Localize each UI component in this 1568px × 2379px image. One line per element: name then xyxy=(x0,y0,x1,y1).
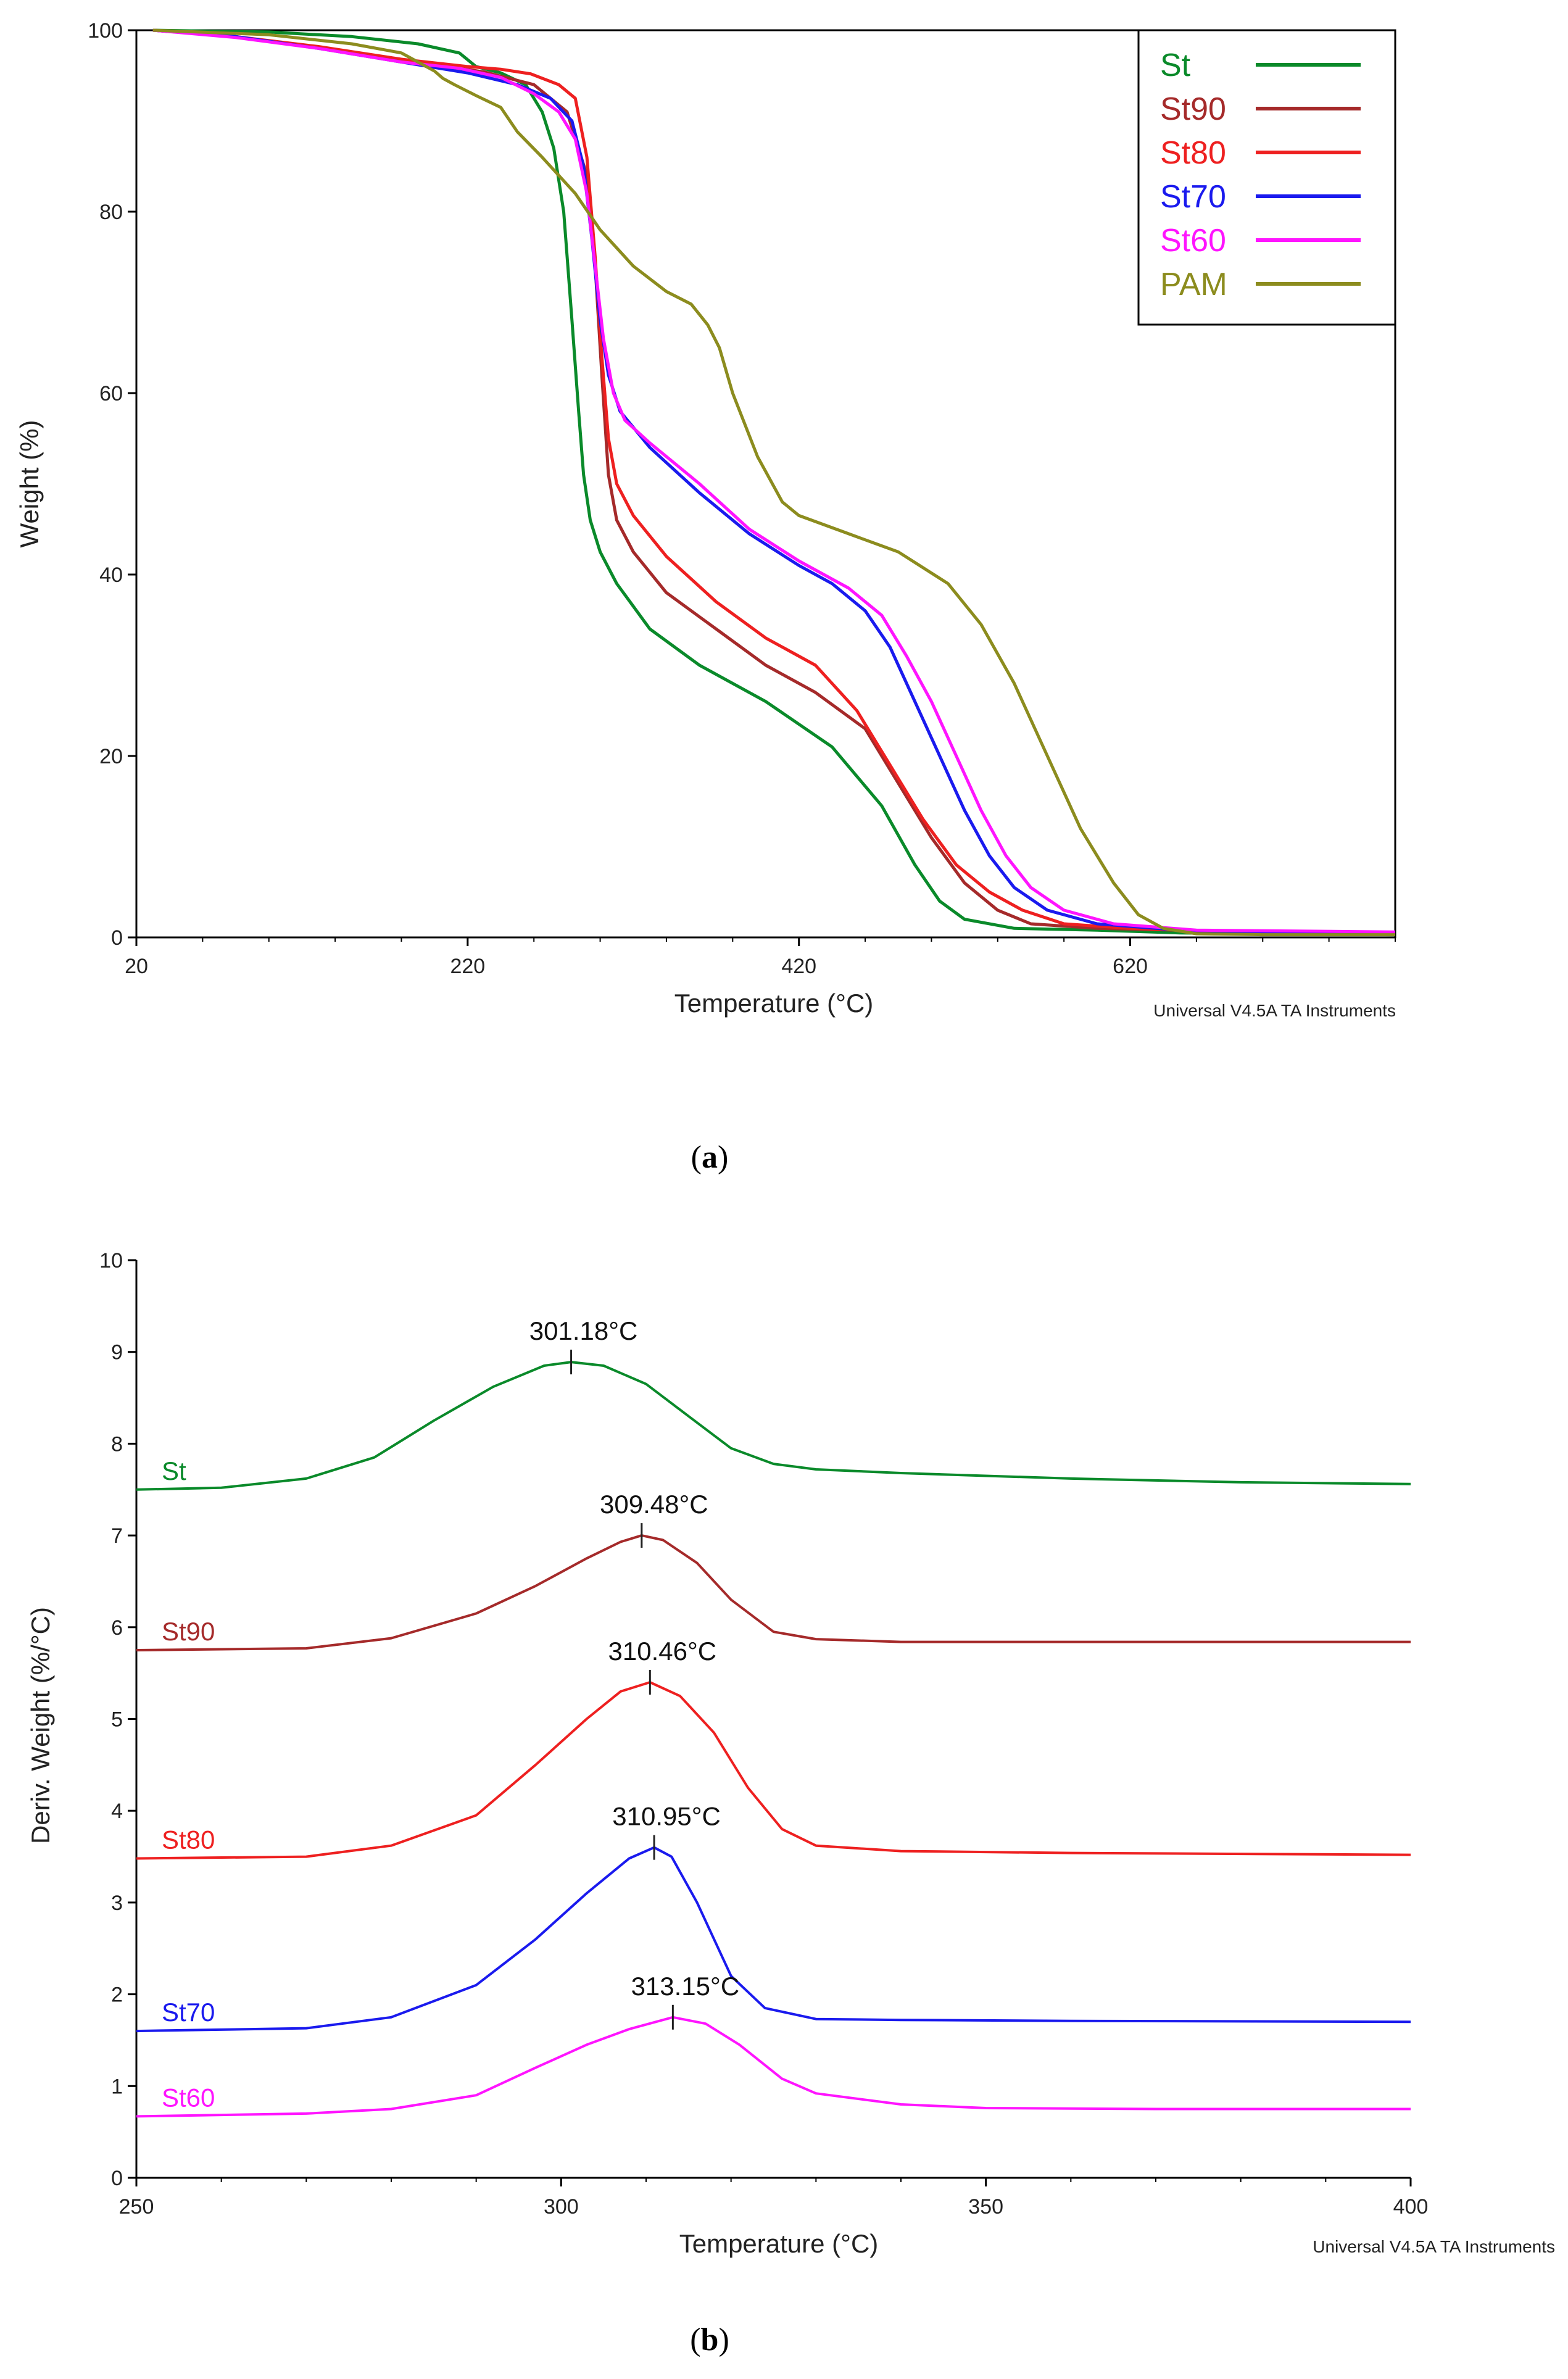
chart-b-xtick-label: 250 xyxy=(119,2195,154,2219)
chart-b-ytick-label: 7 xyxy=(111,1524,123,1548)
chart-b-ytick-label: 1 xyxy=(111,2075,123,2098)
legend-label-st60: St60 xyxy=(1160,223,1226,259)
legend-label-pam: PAM xyxy=(1160,267,1227,302)
chart-b-axes: 0 1 2 3 4 5 6 7 8 9 10 250 300 350 400 xyxy=(99,1249,1428,2219)
chart-b-ytick-label: 9 xyxy=(111,1341,123,1364)
chart-a-ytick-label: 20 xyxy=(99,745,123,768)
series-line-st60 xyxy=(136,2016,1411,2118)
caption-b: (b) xyxy=(690,2322,729,2357)
chart-a-watermark: Universal V4.5A TA Instruments xyxy=(1153,1001,1396,1020)
legend-label-st80: St80 xyxy=(1160,135,1226,171)
peak-label-st70: 310.95°C xyxy=(612,1802,721,1831)
chart-a-ytick-label: 40 xyxy=(99,563,123,587)
chart-b-watermark: Universal V4.5A TA Instruments xyxy=(1313,2237,1555,2256)
chart-a-ytick-label: 0 xyxy=(111,926,123,950)
series-line-st80 xyxy=(152,28,1396,935)
series-label-st70: St70 xyxy=(162,1998,215,2027)
chart-a-xlabel: Temperature (°C) xyxy=(674,989,874,1018)
chart-b-ytick-label: 10 xyxy=(99,1249,123,1273)
series-line-st xyxy=(136,1361,1411,1491)
chart-a-ytick-label: 100 xyxy=(88,19,123,43)
chart-b-series: St 301.18°C St90 309.48°C St80 310.46°C St70 31… xyxy=(136,1316,1411,2118)
chart-b-ytick-label: 8 xyxy=(111,1432,123,1456)
chart-a-plot-frame xyxy=(135,29,1396,939)
chart-b-xtick-label: 400 xyxy=(1393,2195,1429,2219)
peak-label-st: 301.18°C xyxy=(529,1316,638,1345)
chart-b-xtick-label: 350 xyxy=(968,2195,1003,2219)
chart-a-ytick-label: 80 xyxy=(99,201,123,224)
chart-a-xtick-label: 620 xyxy=(1113,955,1148,978)
peak-label-st90: 309.48°C xyxy=(600,1490,708,1519)
series-label-st60: St60 xyxy=(162,2083,215,2112)
peak-label-st80: 310.46°C xyxy=(608,1637,717,1666)
series-line-pam xyxy=(152,28,1395,937)
chart-b-ytick-label: 6 xyxy=(111,1616,123,1640)
chart-b-ytick-label: 2 xyxy=(111,1983,123,2007)
chart-a-xtick-label: 220 xyxy=(450,955,485,978)
chart-b: 0 1 2 3 4 5 6 7 8 9 10 250 300 350 400 St 301.18°C St90 3… xyxy=(26,1249,1555,2357)
series-line-st60 xyxy=(152,28,1396,934)
caption-b-letter: b xyxy=(701,2322,719,2357)
series-line-st80 xyxy=(136,1681,1411,1860)
chart-a-xtick-label: 420 xyxy=(781,955,816,978)
chart-b-ylabel: Deriv. Weight (%/°C) xyxy=(26,1607,55,1844)
legend-label-st90: St90 xyxy=(1160,91,1226,127)
chart-a-legend: St St90 St80 St70 St60 PAM xyxy=(1137,29,1396,326)
chart-b-xtick-label: 300 xyxy=(544,2195,579,2219)
series-label-st: St xyxy=(162,1456,186,1485)
chart-b-ytick-label: 4 xyxy=(111,1800,123,1823)
chart-b-ytick-label: 5 xyxy=(111,1708,123,1732)
series-label-st90: St90 xyxy=(162,1617,215,1646)
chart-a-ytick-label: 60 xyxy=(99,382,123,405)
chart-b-ytick-label: 0 xyxy=(111,2167,123,2190)
caption-a: (a) xyxy=(691,1140,729,1175)
series-line-st90 xyxy=(136,1534,1411,1651)
chart-a-series xyxy=(152,28,1396,937)
series-line-st xyxy=(152,28,1396,937)
chart-a-xtick-label: 20 xyxy=(125,955,148,978)
series-line-st70 xyxy=(136,1846,1411,2033)
legend-label-st: St xyxy=(1160,48,1191,83)
peak-label-st60: 313.15°C xyxy=(631,1972,740,2001)
chart-b-xlabel: Temperature (°C) xyxy=(679,2229,879,2258)
chart-b-ytick-label: 3 xyxy=(111,1891,123,1915)
legend-box xyxy=(1137,29,1396,326)
series-label-st80: St80 xyxy=(162,1825,215,1854)
legend-label-st70: St70 xyxy=(1160,179,1226,215)
chart-a-ylabel: Weight (%) xyxy=(15,420,44,548)
caption-a-letter: a xyxy=(702,1140,718,1175)
